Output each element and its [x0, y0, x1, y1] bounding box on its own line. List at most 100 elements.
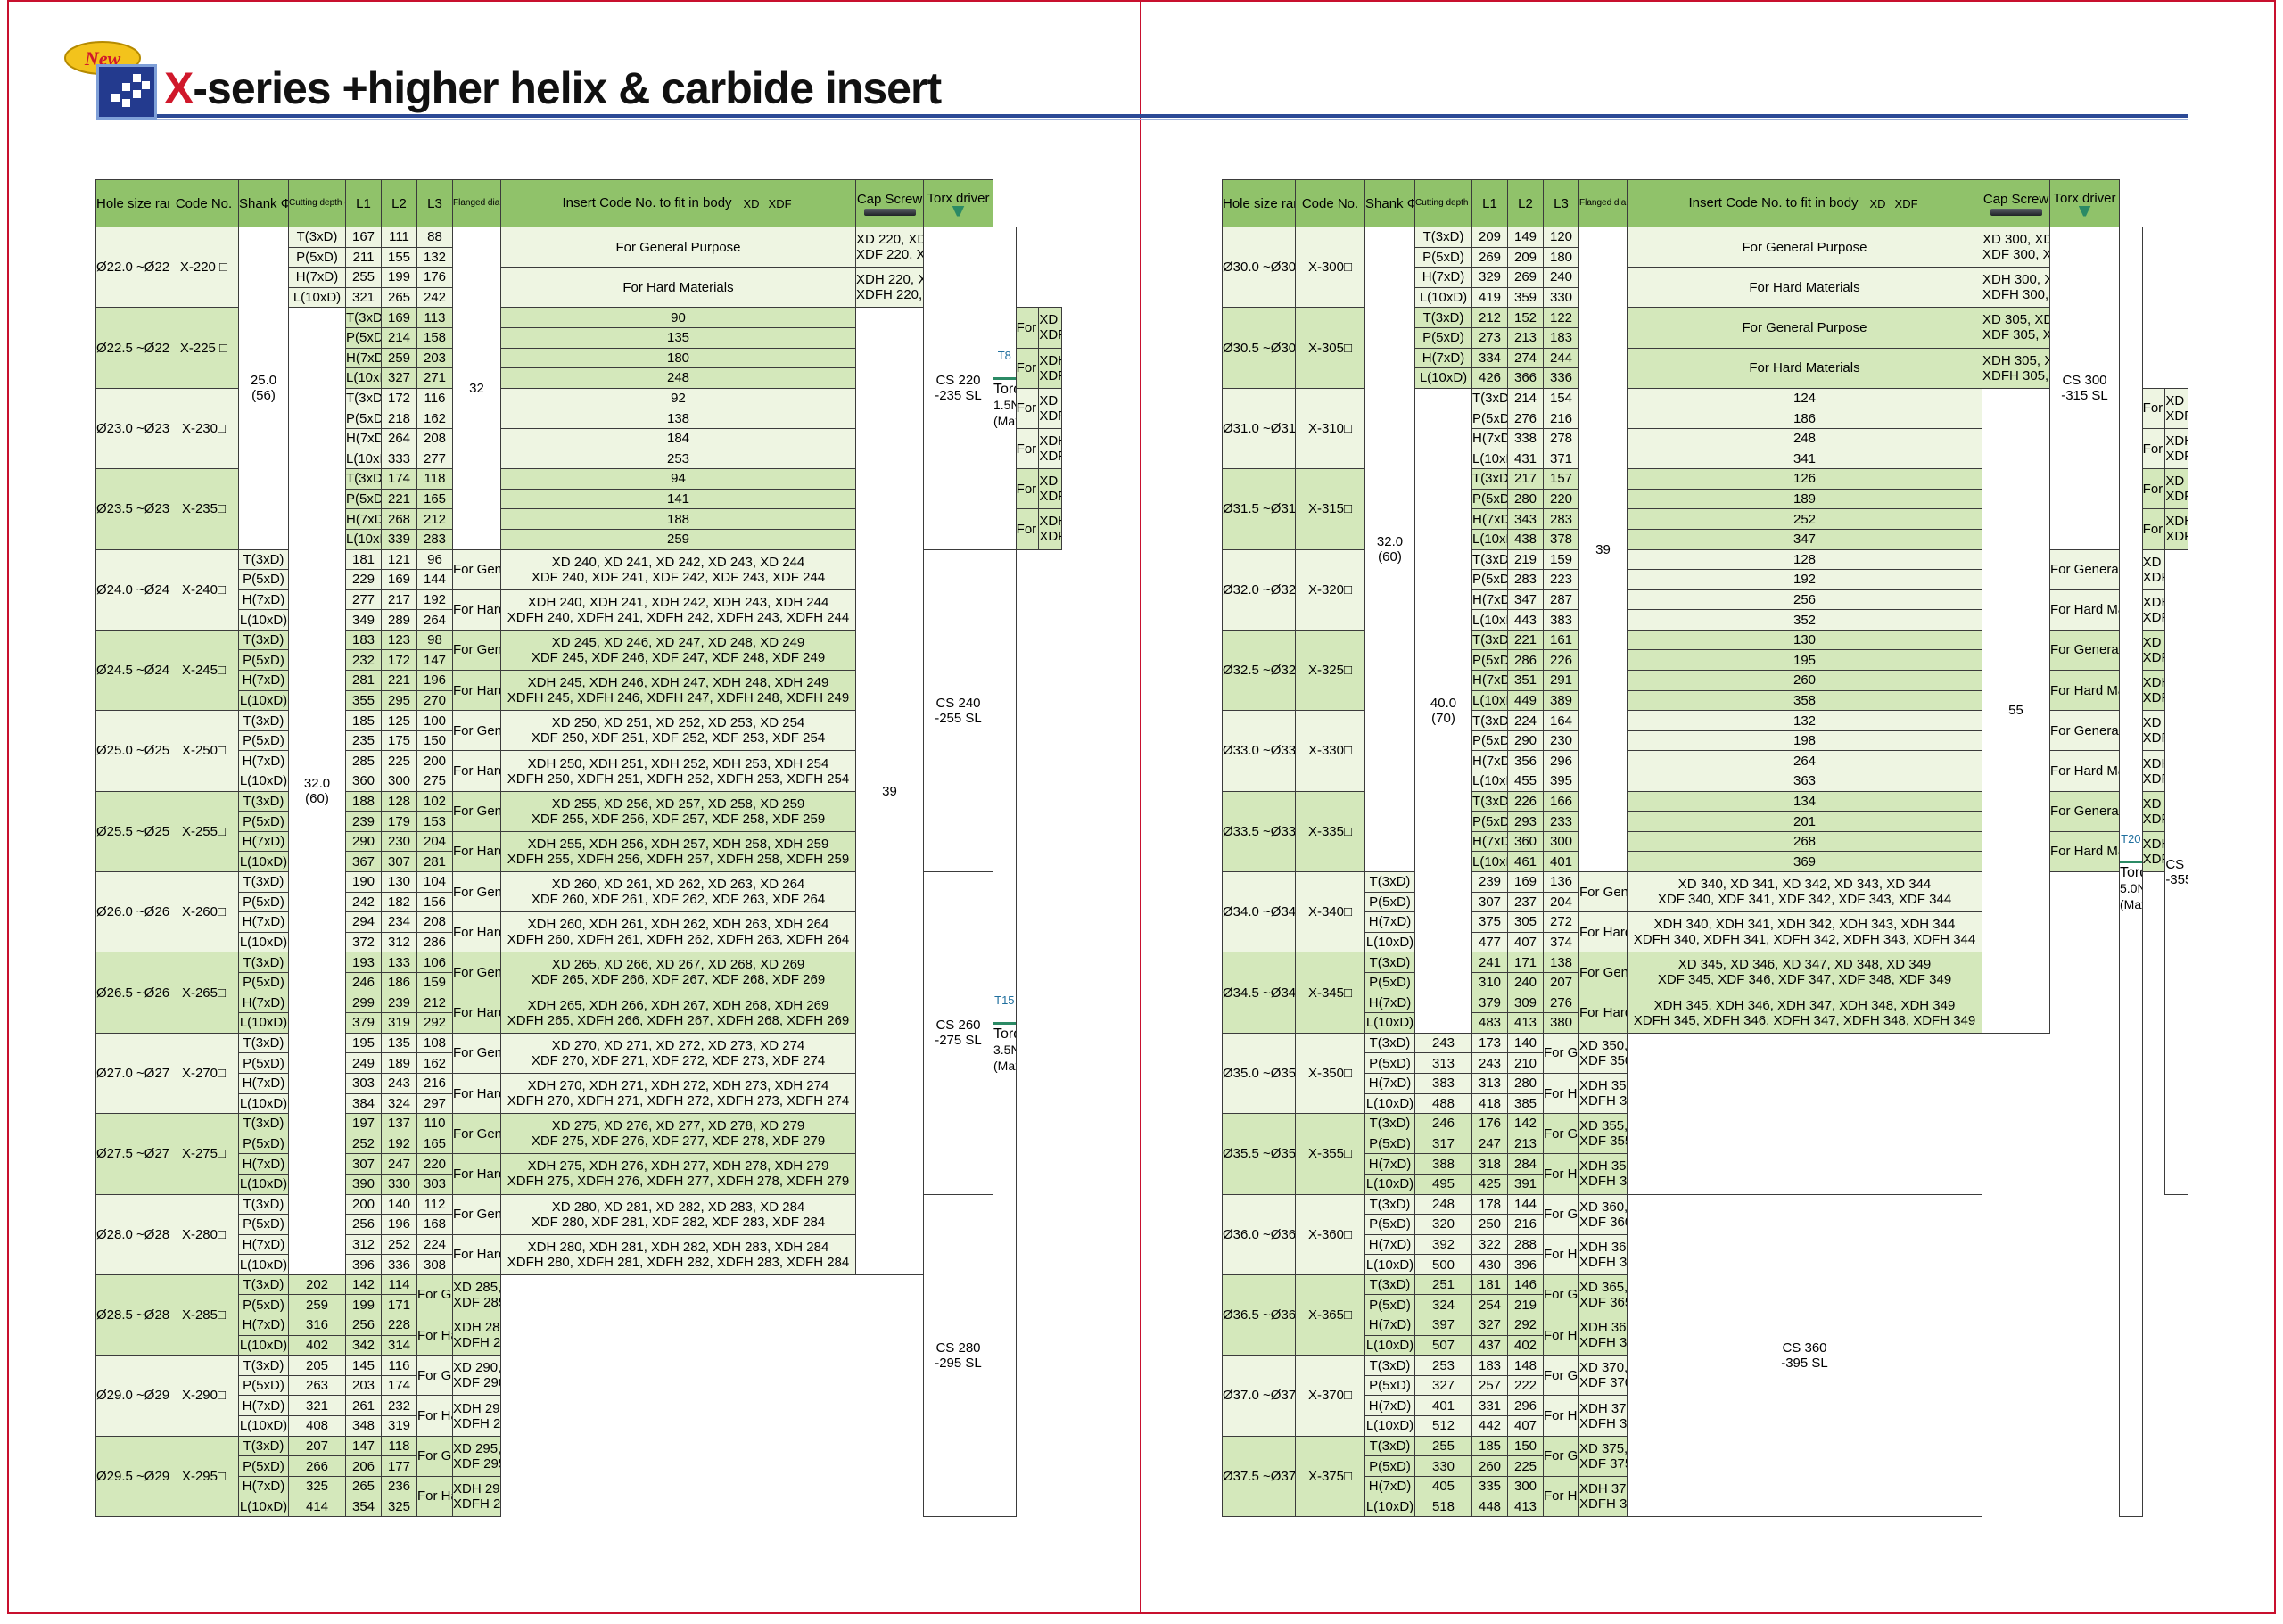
l3-value: 189	[1627, 488, 1982, 510]
code-no: X-260□	[169, 870, 239, 953]
hole-size-range: Ø22.5 ~Ø22.9	[95, 307, 169, 389]
l2-value: 331	[1471, 1395, 1508, 1417]
insert-codes-hard: XDH 375, XDH 376, XDH 377, XDH 378, XDH …	[1578, 1475, 1628, 1518]
insert-codes-general: XD 300, XD 301, XD 302, XD 303, XD 304XD…	[1982, 226, 2050, 268]
purpose-hard: For Hard Materials	[1543, 1315, 1579, 1356]
header-code-no: Code No.	[1295, 179, 1365, 227]
l3-value: 136	[1543, 871, 1579, 893]
purpose-general: For General Purpose	[2049, 790, 2120, 832]
cutting-depth: P(5xD)	[238, 1133, 289, 1155]
cutting-depth: P(5xD)	[1471, 408, 1508, 429]
cutting-depth: L(10xD)	[1471, 689, 1508, 712]
cutting-depth: L(10xD)	[1471, 609, 1508, 631]
l3-value: 153	[416, 811, 453, 832]
l2-value: 162	[416, 408, 453, 429]
hole-size-range: Ø35.0 ~Ø35.4	[1222, 1032, 1296, 1115]
cap-screw-suffix: -275 SL	[935, 1033, 982, 1049]
insert-code-line: XDFH 240, XDFH 241, XDFH 242, XDFH 243, …	[507, 609, 850, 625]
l3-value: 162	[416, 1052, 453, 1074]
cutting-depth: L(10xD)	[238, 1496, 289, 1517]
l3-value: 192	[416, 589, 453, 611]
header-l3: L3	[1543, 179, 1579, 227]
l1-value: 219	[1507, 548, 1544, 571]
insert-code-line: XDFH 340, XDFH 341, XDFH 342, XDFH 343, …	[1633, 932, 1976, 948]
l3-value: 260	[1627, 670, 1982, 691]
l2-value: 185	[1471, 1435, 1508, 1457]
insert-code-line: XDFH 250, XDFH 251, XDFH 252, XDFH 253, …	[507, 771, 850, 787]
table-row: P(5xD) 313 243 210	[1223, 1052, 2188, 1074]
insert-code-line: XDFH 325, XDFH 326, XDFH 327, XDFH 328, …	[2142, 690, 2164, 706]
l2-value: 237	[1507, 891, 1544, 913]
cutting-depth: H(7xD)	[1471, 750, 1508, 772]
l2-value: 300	[381, 771, 417, 792]
l1-value: 401	[1414, 1395, 1472, 1417]
table-row: L(10xD) 349 289 264	[96, 609, 1062, 631]
page-title: X-series +higher helix & carbide insert	[164, 62, 942, 114]
purpose-hard: For Hard Materials	[2049, 670, 2120, 712]
l2-value: 269	[1507, 267, 1544, 288]
code-no: X-355□	[1295, 1113, 1365, 1195]
insert-codes-general: XD 235, XD 236, XD 237, XD 238, XD 239XD…	[1038, 468, 1062, 510]
purpose-general: For General Purpose	[452, 629, 501, 672]
insert-codes-general: XD 275, XD 276, XD 277, XD 278, XD 279 XD…	[500, 1113, 856, 1155]
torque-label: Torque	[993, 381, 1015, 397]
l2-value: 203	[345, 1374, 382, 1397]
l3-value: 297	[416, 1092, 453, 1115]
l3-value: 201	[1627, 811, 1982, 832]
cutting-depth: L(10xD)	[238, 1254, 289, 1275]
insert-code-line: XDFH 280, XDFH 281, XDFH 282, XDFH 283, …	[507, 1254, 850, 1270]
cutting-depth: T(3xD)	[238, 871, 289, 893]
cutting-depth: L(10xD)	[238, 1092, 289, 1115]
l1-value: 226	[1507, 790, 1544, 812]
table-row: P(5xD) 249 189 162	[96, 1052, 1062, 1074]
l1-value: 253	[1414, 1355, 1472, 1376]
table-row: L(10xD) 426 366 336	[1223, 367, 2188, 389]
header-insert-code: Insert Code No. to fit in body XD XDF	[1627, 179, 1982, 227]
hole-size-range: Ø25.5 ~Ø25.9	[95, 790, 169, 873]
header-flanged-dia: Flanged dia.(ΦFd)	[1578, 179, 1628, 227]
purpose-general: For General Purpose	[500, 226, 856, 268]
insert-code-line: XDF 325, XDF 326, XDF 327, XDF 328, XDF …	[2142, 649, 2164, 665]
l3-value: 198	[1627, 730, 1982, 752]
insert-code-line: XDH 240, XDH 241, XDH 242, XDH 243, XDH …	[527, 594, 829, 610]
insert-code-line: XDH 350, XDH 351, XDH 352, XDH 353, XDH …	[1579, 1078, 1627, 1094]
cap-screw-icon	[863, 208, 916, 216]
l2-value: 240	[1507, 971, 1544, 993]
insert-code-line: XDH 265, XDH 266, XDH 267, XDH 268, XDH …	[527, 997, 829, 1013]
l3-value: 300	[1507, 1475, 1544, 1497]
l2-value: 220	[1543, 488, 1579, 510]
l3-value: 325	[381, 1496, 417, 1517]
code-no: X-275□	[169, 1113, 239, 1195]
l1-value: 343	[1507, 508, 1544, 530]
purpose-hard: For Hard Materials	[452, 1233, 501, 1275]
insert-code-line: XDFH 320, XDFH 321, XDFH 322, XDFH 323, …	[2142, 609, 2164, 625]
l3-value: 308	[416, 1254, 453, 1275]
table-row: Ø30.0 ~Ø30.4X-300□32.0(60)T(3xD)20914912…	[1222, 226, 2188, 1517]
hole-size-range: Ø24.0 ~Ø24.4	[95, 548, 169, 631]
l3-value: 195	[1627, 649, 1982, 672]
l2-value: 283	[1543, 508, 1579, 530]
l2-value: 182	[381, 891, 417, 913]
l2-value: 212	[416, 508, 453, 530]
l1-value: 488	[1414, 1092, 1472, 1115]
l1-value: 209	[1471, 227, 1508, 248]
cutting-depth: P(5xD)	[1364, 1214, 1415, 1235]
l2-value: 121	[381, 548, 417, 571]
table-row: Ø22.5 ~Ø22.9X-225 □32.0(60)T(3xD)1691139…	[95, 307, 1062, 1275]
l3-value: 281	[416, 851, 453, 872]
l1-value: 414	[288, 1496, 346, 1517]
insert-code-line: XDFH 265, XDFH 266, XDFH 267, XDFH 268, …	[507, 1012, 850, 1028]
l1-value: 211	[345, 246, 382, 268]
insert-code-line: XDFH 270, XDFH 271, XDFH 272, XDFH 273, …	[507, 1093, 850, 1109]
insert-code-line: XDH 245, XDH 246, XDH 247, XDH 248, XDH …	[527, 675, 829, 691]
l1-value: 212	[1471, 307, 1508, 328]
l3-value: 94	[500, 468, 856, 490]
l3-value: 112	[416, 1193, 453, 1216]
l3-value: 200	[416, 750, 453, 772]
